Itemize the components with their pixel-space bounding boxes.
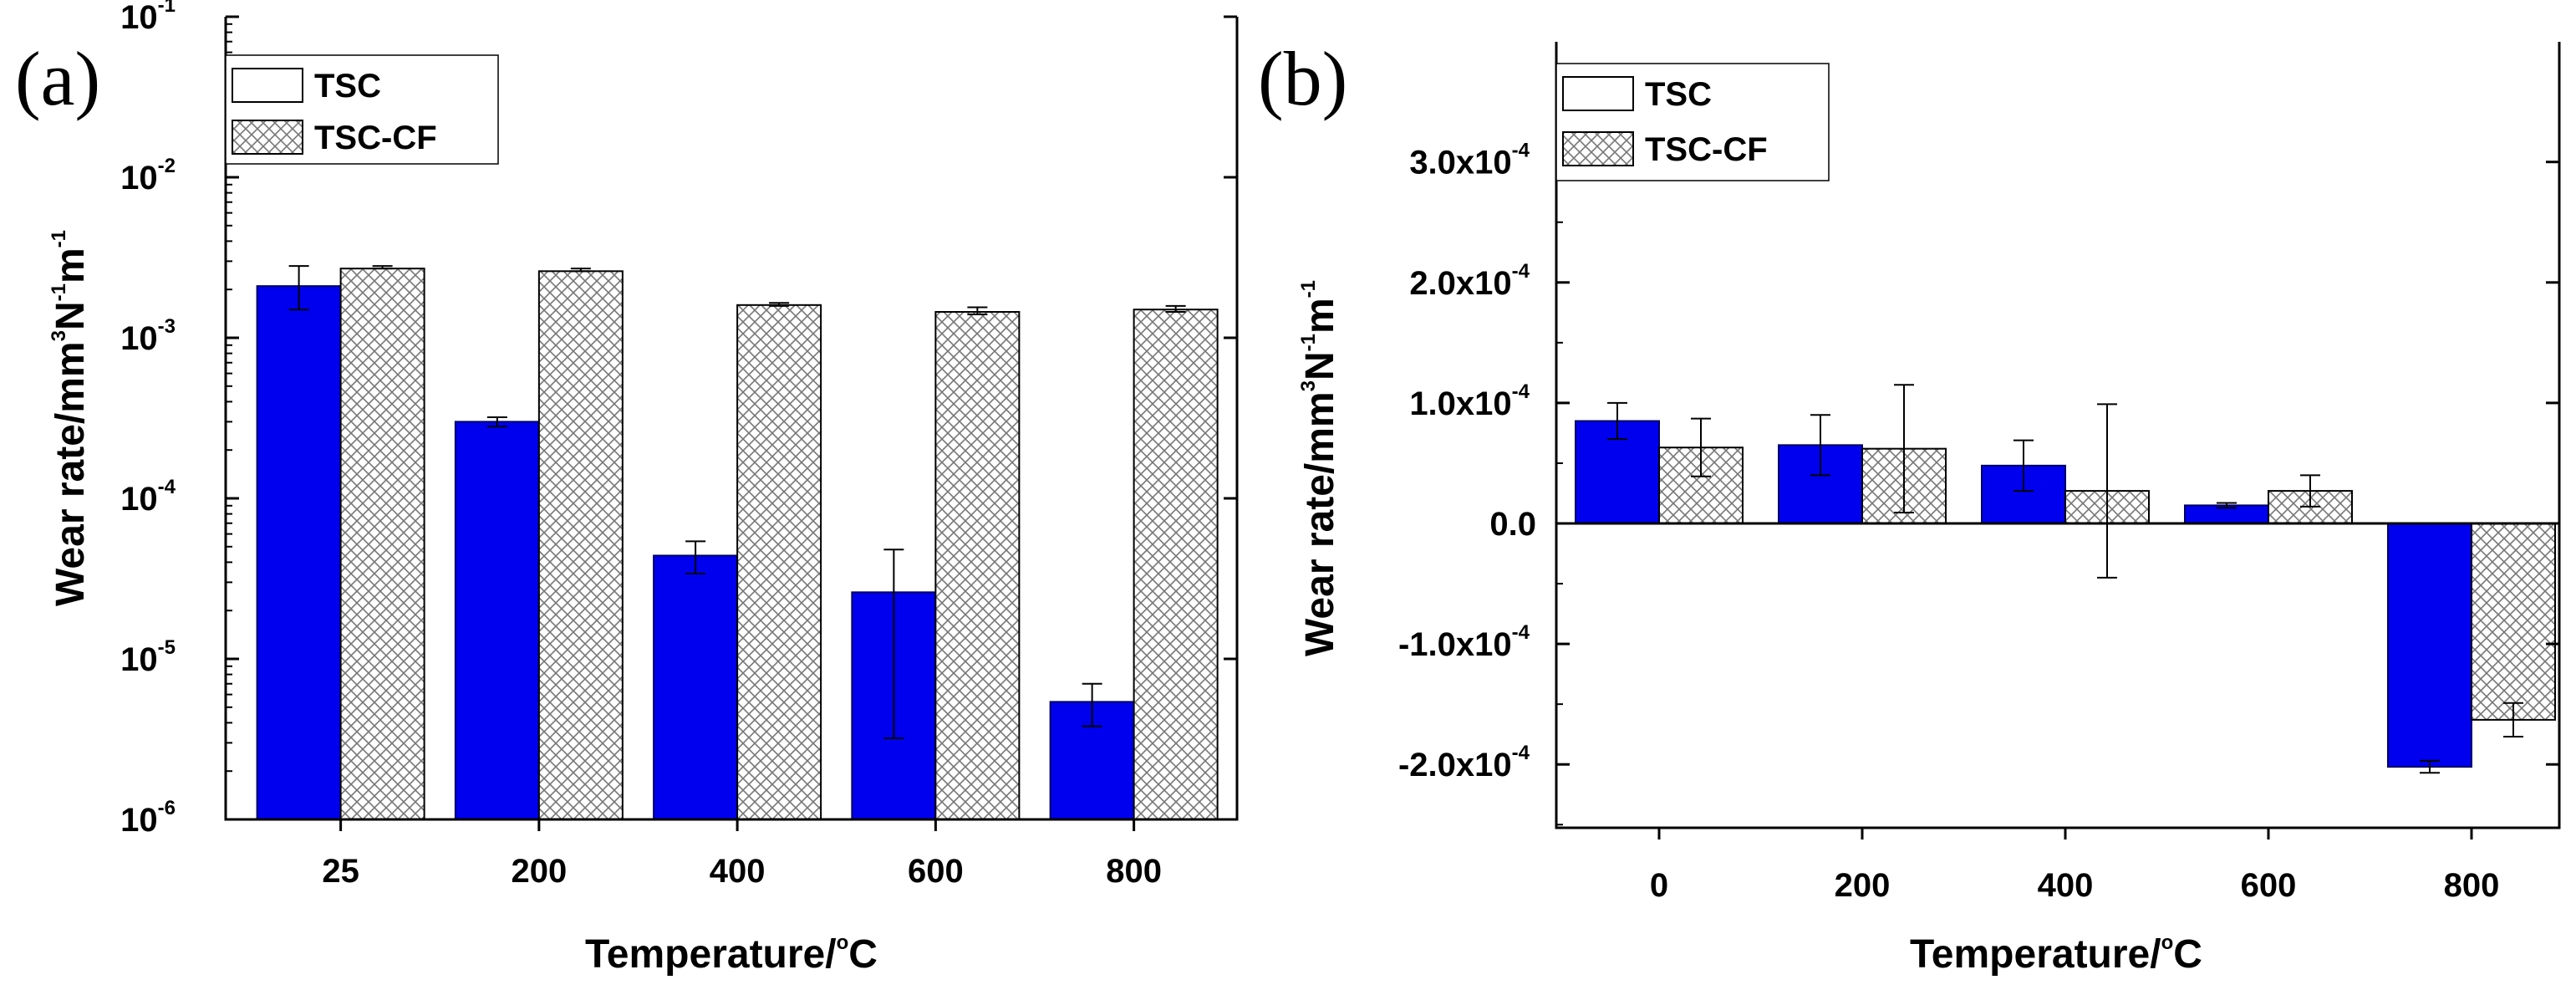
panel-a: (a) 10-6 10-5 10-4 10-3 10-2 10-1 25 200 400 600… (15, 0, 1239, 977)
panel-b-y-tick-label: -2.0x10-4 (1398, 742, 1530, 783)
bar-a-tsc-400 (653, 554, 739, 820)
legend-b-swatch-tsc (1562, 76, 1634, 111)
panel-b-y-tick-label: 3.0x10-4 (1409, 140, 1530, 181)
errorbar-b-tsc-0 (1607, 401, 1627, 441)
bar-a-tsc-cf-400 (736, 304, 822, 820)
bar-a-tsc-cf-25 (339, 268, 425, 820)
legend-b-label-tsc: TSC (1645, 76, 1712, 113)
bar-a-tsc-cf-800 (1133, 309, 1219, 820)
errorbar-a-tsc-200 (486, 416, 507, 428)
bar-b-tsc-800 (2387, 523, 2472, 768)
panel-a-y-tick-label: 10-2 (120, 155, 176, 196)
errorbar-a-tsc-cf-25 (372, 265, 393, 270)
panel-a-legend: TSC TSC-CF (225, 54, 499, 165)
legend-b-swatch-tsc-cf (1562, 131, 1634, 166)
panel-b-x-tick-label: 400 (2038, 867, 2094, 904)
panel-b: (b) -2.0x10-4 -1.0x10-4 0.0 1.0x10-4 2.0x10-… (1258, 36, 2561, 977)
panel-b-x-tick-label: 0 (1650, 867, 1668, 904)
panel-a-x-axis-title: Temperature/oC (585, 931, 878, 977)
panel-a-x-tick-label: 25 (322, 853, 359, 890)
panel-a-y-axis-title: Wear rate/mm3N-1m-1 (48, 230, 93, 606)
errorbar-a-tsc-cf-600 (967, 306, 988, 315)
errorbar-b-tsc-600 (2217, 502, 2237, 509)
panel-a-x-tick-label: 600 (908, 853, 964, 890)
errorbar-b-tsc-cf-800 (2503, 702, 2523, 738)
panel-a-x-tick-label: 400 (710, 853, 766, 890)
panel-b-y-tick-label: 1.0x10-4 (1409, 380, 1530, 422)
panel-a-y-tick-label: 10-5 (120, 636, 176, 678)
panel-b-axis-frame (1555, 42, 2561, 829)
panel-b-x-tick-label: 600 (2241, 867, 2297, 904)
errorbar-b-tsc-400 (2013, 439, 2034, 492)
panel-b-y-tick-label: 0.0 (1489, 506, 1536, 543)
errorbar-b-tsc-cf-600 (2300, 474, 2320, 508)
panel-b-x-tick-label: 200 (1835, 867, 1891, 904)
panel-a-y-tick-label: 10-6 (120, 797, 176, 839)
errorbar-a-tsc-400 (685, 540, 706, 574)
panel-a-y-tick-label: 10-1 (120, 0, 176, 36)
panel-a-x-tick-label: 800 (1106, 853, 1162, 890)
panel-a-y-tick-label: 10-3 (120, 315, 176, 357)
bar-a-tsc-cf-600 (934, 311, 1021, 820)
legend-a-swatch-tsc-cf (232, 120, 303, 155)
panel-b-x-axis-title: Temperature/oC (1910, 931, 2202, 977)
panel-b-label: (b) (1258, 36, 1347, 121)
errorbar-a-tsc-cf-200 (570, 268, 591, 273)
legend-a-swatch-tsc (232, 68, 303, 103)
errorbar-b-tsc-800 (2420, 759, 2440, 774)
errorbar-b-tsc-cf-0 (1691, 417, 1711, 477)
panel-b-y-axis-title: Wear rate/mm3N-1m-1 (1297, 280, 1342, 656)
errorbar-a-tsc-800 (1082, 682, 1102, 727)
panel-b-legend: TSC TSC-CF (1555, 63, 1830, 181)
legend-a-label-tsc-cf: TSC-CF (314, 120, 437, 156)
panel-a-label: (a) (15, 36, 100, 121)
errorbar-b-tsc-200 (1810, 414, 1830, 477)
panel-a-axis-frame (224, 17, 1239, 821)
panel-a-x-axis-label-text: Temperature/ (585, 932, 837, 977)
errorbar-a-tsc-600 (883, 549, 904, 740)
bar-a-tsc-200 (454, 421, 540, 820)
bar-b-tsc-cf-800 (2471, 523, 2556, 721)
errorbar-b-tsc-cf-400 (2097, 403, 2117, 579)
bar-a-tsc-25 (256, 285, 342, 820)
panel-a-y-tick-label: 10-4 (120, 476, 176, 518)
errorbar-a-tsc-cf-800 (1165, 304, 1186, 314)
bar-a-tsc-cf-200 (537, 270, 624, 820)
legend-b-label-tsc-cf: TSC-CF (1645, 131, 1768, 168)
panel-b-x-tick-label: 800 (2444, 867, 2500, 904)
errorbar-a-tsc-cf-400 (769, 302, 790, 307)
panel-b-y-tick-label: -1.0x10-4 (1398, 621, 1530, 663)
errorbar-b-tsc-cf-200 (1894, 384, 1914, 514)
panel-b-y-tick-label: 2.0x10-4 (1409, 260, 1530, 302)
errorbar-a-tsc-25 (288, 265, 309, 311)
legend-a-label-tsc: TSC (314, 68, 381, 105)
panel-a-x-tick-label: 200 (511, 853, 567, 890)
